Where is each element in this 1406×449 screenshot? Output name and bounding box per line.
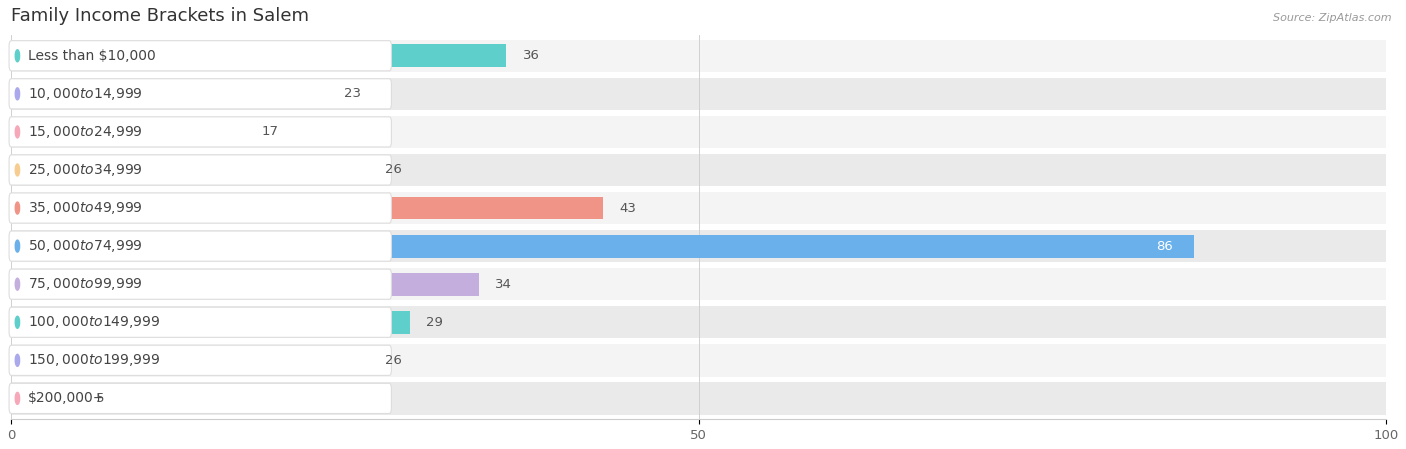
Bar: [11, 235, 1194, 258]
Bar: [11, 78, 1386, 110]
Circle shape: [15, 126, 20, 138]
FancyBboxPatch shape: [8, 269, 391, 299]
Text: 5: 5: [97, 392, 105, 405]
FancyBboxPatch shape: [8, 117, 391, 147]
Bar: [11, 387, 80, 410]
Circle shape: [15, 354, 20, 366]
Bar: [11, 349, 368, 372]
FancyBboxPatch shape: [8, 155, 391, 185]
Bar: [11, 192, 1386, 224]
Circle shape: [15, 164, 20, 176]
FancyBboxPatch shape: [8, 231, 391, 261]
Text: 17: 17: [262, 125, 278, 138]
Bar: [11, 273, 478, 295]
Text: 29: 29: [426, 316, 443, 329]
Text: $150,000 to $199,999: $150,000 to $199,999: [28, 352, 160, 368]
Circle shape: [15, 392, 20, 405]
Bar: [11, 116, 1386, 148]
Circle shape: [15, 88, 20, 100]
Bar: [11, 268, 1386, 300]
Text: 34: 34: [495, 277, 512, 291]
Circle shape: [15, 202, 20, 214]
FancyBboxPatch shape: [8, 193, 391, 223]
Bar: [11, 154, 1386, 186]
Text: 26: 26: [385, 354, 402, 367]
Bar: [11, 311, 411, 334]
Bar: [11, 158, 368, 181]
Text: Less than $10,000: Less than $10,000: [28, 49, 156, 63]
Text: 43: 43: [619, 202, 636, 215]
FancyBboxPatch shape: [8, 41, 391, 71]
Bar: [11, 83, 328, 105]
Circle shape: [15, 316, 20, 328]
FancyBboxPatch shape: [8, 79, 391, 109]
Text: 36: 36: [523, 49, 540, 62]
FancyBboxPatch shape: [8, 307, 391, 337]
Text: $15,000 to $24,999: $15,000 to $24,999: [28, 124, 142, 140]
Text: $200,000+: $200,000+: [28, 392, 105, 405]
Text: $25,000 to $34,999: $25,000 to $34,999: [28, 162, 142, 178]
Text: Family Income Brackets in Salem: Family Income Brackets in Salem: [11, 7, 309, 25]
FancyBboxPatch shape: [8, 345, 391, 375]
Bar: [11, 120, 245, 143]
Text: Source: ZipAtlas.com: Source: ZipAtlas.com: [1274, 13, 1392, 23]
Text: $10,000 to $14,999: $10,000 to $14,999: [28, 86, 142, 102]
Bar: [11, 382, 1386, 414]
Bar: [11, 197, 603, 220]
Text: $35,000 to $49,999: $35,000 to $49,999: [28, 200, 142, 216]
Text: $75,000 to $99,999: $75,000 to $99,999: [28, 276, 142, 292]
Bar: [11, 230, 1386, 262]
FancyBboxPatch shape: [8, 383, 391, 414]
Text: $50,000 to $74,999: $50,000 to $74,999: [28, 238, 142, 254]
Bar: [11, 344, 1386, 377]
Circle shape: [15, 240, 20, 252]
Text: 86: 86: [1157, 240, 1173, 253]
Text: 26: 26: [385, 163, 402, 176]
Circle shape: [15, 278, 20, 290]
Text: 23: 23: [344, 88, 361, 100]
Bar: [11, 306, 1386, 339]
Bar: [11, 44, 506, 67]
Circle shape: [15, 50, 20, 62]
Bar: [11, 40, 1386, 72]
Text: $100,000 to $149,999: $100,000 to $149,999: [28, 314, 160, 330]
